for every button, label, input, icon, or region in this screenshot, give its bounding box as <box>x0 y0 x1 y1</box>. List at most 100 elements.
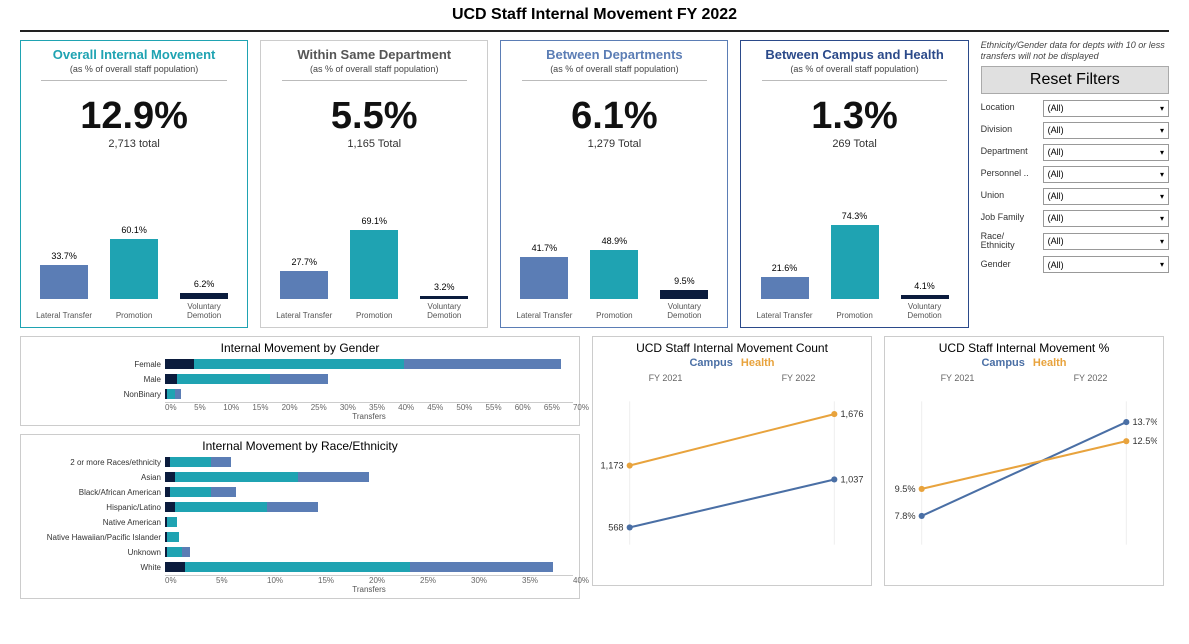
row-bars <box>165 532 573 542</box>
bar-seg <box>165 502 175 512</box>
row-bars <box>165 389 573 399</box>
mini-chart: 33.7% Lateral Transfer 60.1% Promotion 6… <box>29 160 239 321</box>
bar <box>520 257 568 299</box>
tick: 15% <box>318 576 369 585</box>
filter-label: Division <box>981 125 1039 135</box>
svg-text:1,173: 1,173 <box>601 461 624 471</box>
dropdown-icon: ▾ <box>1160 170 1164 179</box>
bar-seg <box>170 487 211 497</box>
kpi-title: Within Same Department <box>297 47 451 62</box>
bar-seg <box>175 472 297 482</box>
kpi-card-1[interactable]: Within Same Department (as % of overall … <box>260 40 488 328</box>
filter-select-0[interactable]: (All) ▾ <box>1043 100 1169 117</box>
filter-select-5[interactable]: (All) ▾ <box>1043 210 1169 227</box>
filter-select-6[interactable]: (All) ▾ <box>1043 233 1169 250</box>
filter-select-1[interactable]: (All) ▾ <box>1043 122 1169 139</box>
filter-value: (All) <box>1048 103 1064 113</box>
mini-bar: 60.1% Promotion <box>105 239 163 299</box>
tick: 30% <box>471 576 522 585</box>
dropdown-icon: ▾ <box>1160 104 1164 113</box>
dropdown-icon: ▾ <box>1160 192 1164 201</box>
filter-value: (All) <box>1048 191 1064 201</box>
tick: 55% <box>486 403 515 412</box>
filter-select-7[interactable]: (All) ▾ <box>1043 256 1169 273</box>
bar-seg <box>167 532 179 542</box>
svg-text:1,037: 1,037 <box>840 475 863 485</box>
tick: 65% <box>544 403 573 412</box>
kpi-subtitle: (as % of overall staff population) <box>310 64 438 74</box>
bar-seg <box>404 359 561 369</box>
bar-seg <box>165 359 194 369</box>
bar-seg <box>211 457 231 467</box>
legend-item: Health <box>741 357 775 369</box>
row-label: Hispanic/Latino <box>27 503 165 512</box>
legend: CampusHealth <box>891 357 1157 369</box>
kpi-subtitle: (as % of overall staff population) <box>550 64 678 74</box>
filter-row-5: Job Family (All) ▾ <box>981 210 1169 227</box>
mini-bar: 27.7% Lateral Transfer <box>275 271 333 299</box>
svg-text:9.5%: 9.5% <box>895 484 916 494</box>
legend: CampusHealth <box>599 357 865 369</box>
tick: 25% <box>420 576 471 585</box>
row-bars <box>165 547 573 557</box>
kpi-card-2[interactable]: Between Departments (as % of overall sta… <box>500 40 728 328</box>
row-bars <box>165 374 573 384</box>
filter-select-3[interactable]: (All) ▾ <box>1043 166 1169 183</box>
mini-bar: 4.1% Voluntary Demotion <box>896 295 954 299</box>
tick: 35% <box>522 576 573 585</box>
kpi-subtitle: (as % of overall staff population) <box>790 64 918 74</box>
tick: 30% <box>340 403 369 412</box>
row-bars <box>165 472 573 482</box>
filter-label: Location <box>981 103 1039 113</box>
reset-filters-button[interactable]: Reset Filters <box>981 66 1169 94</box>
filter-label: Department <box>981 147 1039 157</box>
bar-value: 27.7% <box>291 257 317 267</box>
row-label: White <box>27 563 165 572</box>
tick: 0% <box>165 403 194 412</box>
bar-category: Voluntary Demotion <box>654 303 714 321</box>
kpi-card-3[interactable]: Between Campus and Health (as % of overa… <box>740 40 968 328</box>
bar-seg <box>177 374 270 384</box>
mini-chart: 41.7% Lateral Transfer 48.9% Promotion 9… <box>509 160 719 321</box>
bar <box>350 230 398 299</box>
bar-category: Lateral Transfer <box>514 312 574 321</box>
filter-value: (All) <box>1048 169 1064 179</box>
bar <box>280 271 328 299</box>
row-label: Native Hawaiian/Pacific Islander <box>27 533 165 542</box>
filter-value: (All) <box>1048 147 1064 157</box>
bar <box>831 225 879 299</box>
mini-bar: 33.7% Lateral Transfer <box>35 265 93 299</box>
row-bars <box>165 487 573 497</box>
mini-bar: 9.5% Voluntary Demotion <box>655 290 713 300</box>
mini-bar: 3.2% Voluntary Demotion <box>415 296 473 299</box>
bar-category: Voluntary Demotion <box>895 303 955 321</box>
panel-title: UCD Staff Internal Movement % <box>891 341 1157 355</box>
bar-seg <box>194 359 404 369</box>
bar-seg <box>270 374 328 384</box>
bar-seg <box>167 389 176 399</box>
row-bars <box>165 562 573 572</box>
filter-row-0: Location (All) ▾ <box>981 100 1169 117</box>
tick: 15% <box>252 403 281 412</box>
svg-text:13.7%: 13.7% <box>1132 417 1157 427</box>
kpi-card-0[interactable]: Overall Internal Movement (as % of overa… <box>20 40 248 328</box>
kpi-total: 1,279 Total <box>588 138 642 150</box>
mini-chart: 21.6% Lateral Transfer 74.3% Promotion 4… <box>750 160 960 321</box>
filter-select-4[interactable]: (All) ▾ <box>1043 188 1169 205</box>
kpi-title: Overall Internal Movement <box>53 47 216 62</box>
count-panel: UCD Staff Internal Movement Count Campus… <box>592 336 872 586</box>
filter-row-7: Gender (All) ▾ <box>981 256 1169 273</box>
filter-value: (All) <box>1048 125 1064 135</box>
dropdown-icon: ▾ <box>1160 148 1164 157</box>
tick: 10% <box>267 576 318 585</box>
tick: 45% <box>427 403 456 412</box>
bar-seg <box>185 562 409 572</box>
mini-bar: 21.6% Lateral Transfer <box>756 277 814 299</box>
stacked-row: White <box>27 560 573 574</box>
stacked-row: Asian <box>27 470 573 484</box>
filter-value: (All) <box>1048 213 1064 223</box>
filter-select-2[interactable]: (All) ▾ <box>1043 144 1169 161</box>
bar <box>180 293 228 299</box>
dropdown-icon: ▾ <box>1160 260 1164 269</box>
x-label: FY 2021 <box>599 373 732 383</box>
